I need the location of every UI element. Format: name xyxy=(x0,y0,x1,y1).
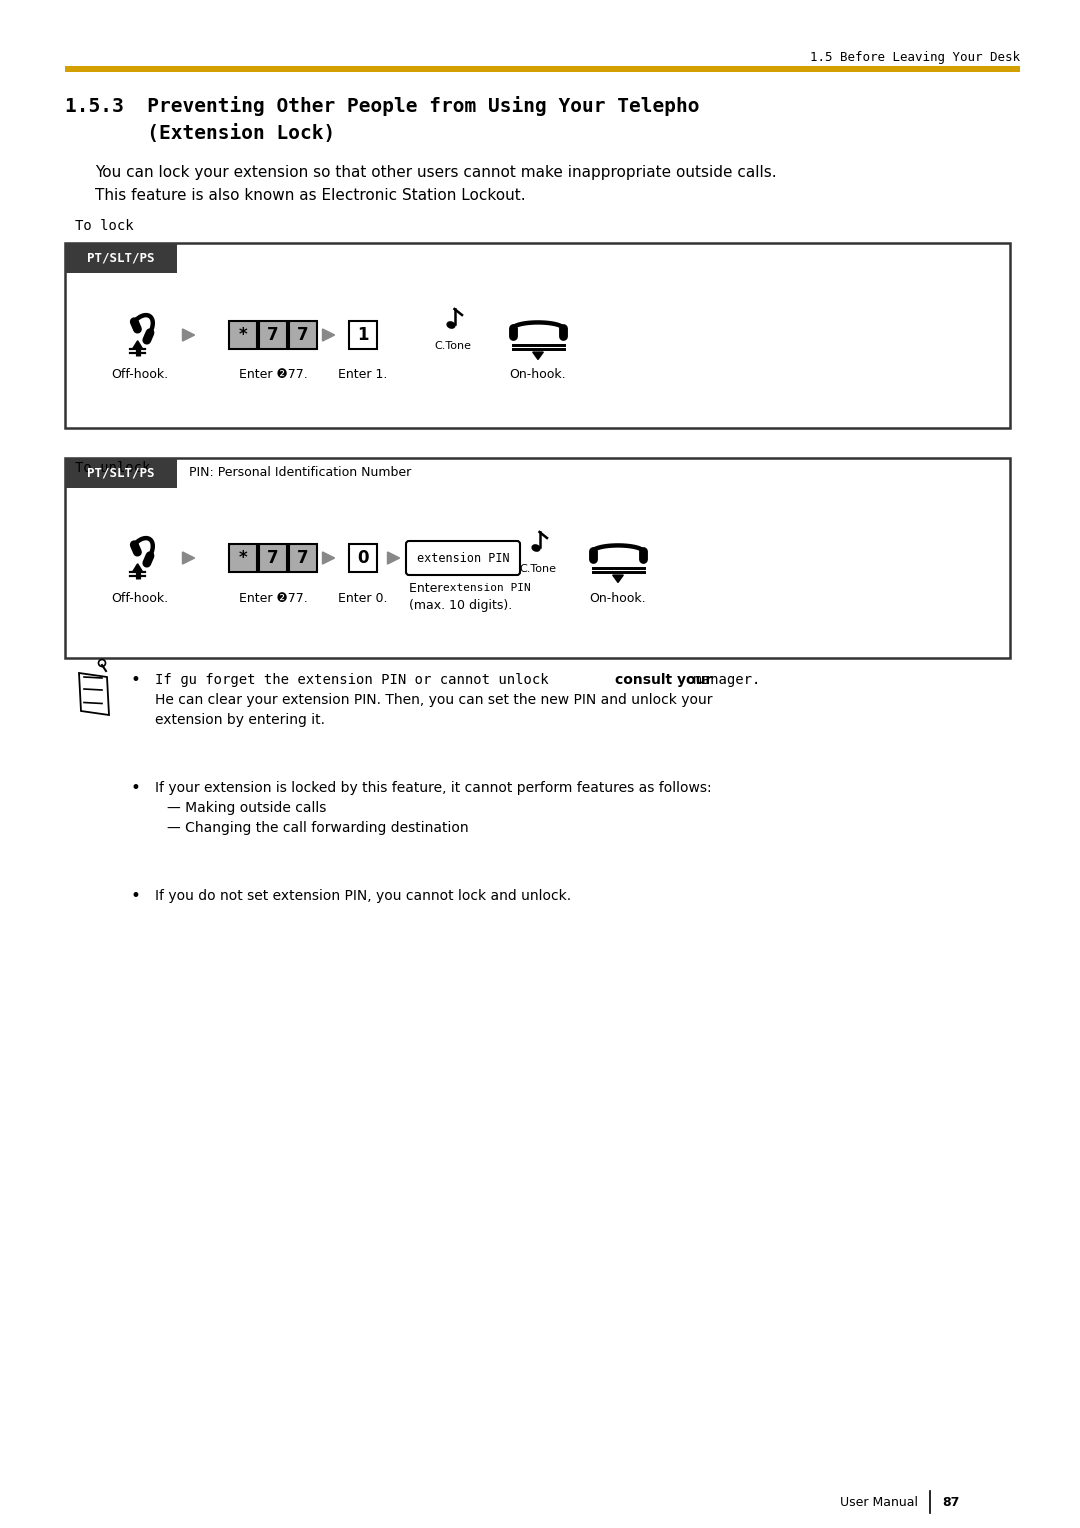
FancyBboxPatch shape xyxy=(65,458,177,487)
Text: To unlock: To unlock xyxy=(75,461,150,475)
Text: 7: 7 xyxy=(267,325,279,344)
Text: 1.5.3  Preventing Other People from Using Your Telepho: 1.5.3 Preventing Other People from Using… xyxy=(65,96,700,116)
Text: extension PIN: extension PIN xyxy=(443,584,530,593)
Text: consult your: consult your xyxy=(615,672,713,688)
Polygon shape xyxy=(323,552,335,564)
Text: manager.: manager. xyxy=(685,672,760,688)
Text: This feature is also known as Electronic Station Lockout.: This feature is also known as Electronic… xyxy=(95,188,526,203)
Text: •: • xyxy=(130,886,140,905)
Text: User Manual: User Manual xyxy=(840,1496,918,1510)
FancyBboxPatch shape xyxy=(349,544,377,571)
Ellipse shape xyxy=(532,545,540,552)
Text: He can clear your extension PIN. Then, you can set the new PIN and unlock your: He can clear your extension PIN. Then, y… xyxy=(156,694,713,707)
Polygon shape xyxy=(183,329,194,341)
Text: 7: 7 xyxy=(297,549,309,567)
FancyBboxPatch shape xyxy=(65,458,1010,659)
Text: Off-hook.: Off-hook. xyxy=(111,591,168,605)
Text: On-hook.: On-hook. xyxy=(510,368,566,382)
Text: C.Tone: C.Tone xyxy=(434,341,472,351)
Text: PT/SLT/PS: PT/SLT/PS xyxy=(87,466,154,480)
Text: •: • xyxy=(130,779,140,798)
Text: If you do not set extension PIN, you cannot lock and unlock.: If you do not set extension PIN, you can… xyxy=(156,889,571,903)
Text: Enter ❷77.: Enter ❷77. xyxy=(239,591,308,605)
Text: You can lock your extension so that other users cannot make inappropriate outsid: You can lock your extension so that othe… xyxy=(95,165,777,180)
Text: *: * xyxy=(239,325,247,344)
FancyBboxPatch shape xyxy=(406,541,519,575)
Text: *: * xyxy=(239,549,247,567)
Polygon shape xyxy=(183,552,194,564)
Text: If your extension is locked by this feature, it cannot perform features as follo: If your extension is locked by this feat… xyxy=(156,781,712,795)
Text: 1.5 Before Leaving Your Desk: 1.5 Before Leaving Your Desk xyxy=(810,52,1020,64)
Text: 7: 7 xyxy=(267,549,279,567)
Text: extension by entering it.: extension by entering it. xyxy=(156,714,325,727)
Text: 1: 1 xyxy=(357,325,368,344)
FancyBboxPatch shape xyxy=(229,321,257,348)
Text: extension PIN: extension PIN xyxy=(417,552,510,564)
Text: (max. 10 digits).: (max. 10 digits). xyxy=(409,599,512,613)
Polygon shape xyxy=(79,672,109,715)
Text: PT/SLT/PS: PT/SLT/PS xyxy=(87,252,154,264)
FancyBboxPatch shape xyxy=(289,321,318,348)
Polygon shape xyxy=(133,564,143,573)
Polygon shape xyxy=(133,341,143,350)
Text: C.Tone: C.Tone xyxy=(519,564,556,575)
Text: To lock: To lock xyxy=(75,219,134,232)
Text: Enter: Enter xyxy=(409,582,446,594)
Text: Enter ❷77.: Enter ❷77. xyxy=(239,368,308,382)
FancyBboxPatch shape xyxy=(65,243,1010,428)
FancyBboxPatch shape xyxy=(289,544,318,571)
Text: 87: 87 xyxy=(942,1496,959,1510)
Text: 0: 0 xyxy=(357,549,368,567)
Ellipse shape xyxy=(447,322,455,329)
Text: On-hook.: On-hook. xyxy=(590,591,646,605)
Text: If ɡu forget the extension PIN or cannot unlock: If ɡu forget the extension PIN or cannot… xyxy=(156,672,557,688)
Text: PIN: Personal Identification Number: PIN: Personal Identification Number xyxy=(189,466,411,480)
FancyBboxPatch shape xyxy=(349,321,377,348)
Text: — Changing the call forwarding destination: — Changing the call forwarding destinati… xyxy=(167,821,469,834)
Text: — Making outside calls: — Making outside calls xyxy=(167,801,326,814)
Polygon shape xyxy=(612,575,623,582)
Polygon shape xyxy=(532,351,543,359)
Text: (Extension Lock): (Extension Lock) xyxy=(65,124,335,142)
FancyBboxPatch shape xyxy=(259,321,287,348)
Text: •: • xyxy=(130,671,140,689)
Polygon shape xyxy=(388,552,400,564)
Text: Enter 1.: Enter 1. xyxy=(338,368,388,382)
FancyBboxPatch shape xyxy=(65,243,177,274)
Text: Enter 0.: Enter 0. xyxy=(338,591,388,605)
Text: 7: 7 xyxy=(297,325,309,344)
Polygon shape xyxy=(323,329,335,341)
Text: Off-hook.: Off-hook. xyxy=(111,368,168,382)
FancyBboxPatch shape xyxy=(259,544,287,571)
Bar xyxy=(65,66,1020,72)
FancyBboxPatch shape xyxy=(229,544,257,571)
